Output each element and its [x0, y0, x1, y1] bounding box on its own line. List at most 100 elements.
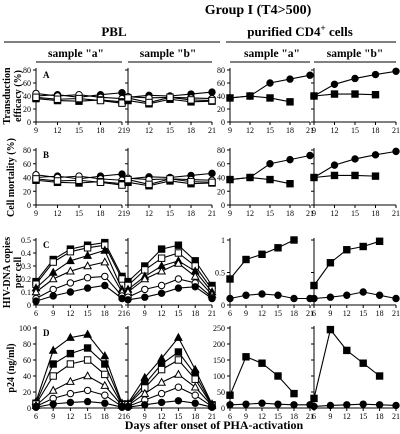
x-tick-label: 21	[392, 126, 400, 135]
data-point-open-triangle	[157, 377, 167, 386]
series-line-open-square	[127, 252, 213, 290]
panel-C-cd4-sample-b: 6 9 12 15 18 21	[310, 237, 400, 318]
series-line-filled-circle	[35, 401, 123, 408]
x-tick-label: 12	[145, 209, 153, 218]
x-tick-label: 12	[331, 209, 339, 218]
data-point-open-triangle	[48, 274, 58, 283]
data-point-filled-square	[371, 172, 380, 180]
data-point-filled-circle	[174, 284, 183, 292]
x-tick-label: 21	[208, 209, 216, 218]
data-point-filled-square	[242, 353, 250, 361]
data-point-filled-circle	[375, 291, 384, 299]
y-axis-label-b: Cell mortality (%)	[6, 138, 17, 217]
y-tick-label: 40	[23, 174, 31, 183]
data-point-filled-square	[226, 94, 234, 102]
data-point-open-square	[75, 94, 83, 103]
x-tick-label: 21	[306, 209, 314, 218]
data-point-filled-square	[330, 171, 339, 180]
x-tick-label: 15	[266, 126, 274, 135]
x-tick-label: 12	[54, 126, 62, 135]
data-point-filled-circle	[32, 403, 40, 411]
cd4-sample-a-label: sample "a"	[244, 48, 300, 60]
x-tick-label: 21	[306, 309, 314, 318]
x-tick-label: 9	[312, 126, 316, 135]
data-point-filled-circle	[330, 80, 339, 89]
y-tick-label: 60	[23, 79, 31, 88]
data-point-filled-square	[359, 359, 367, 367]
data-point-filled-circle	[208, 169, 216, 178]
data-point-open-square	[124, 175, 132, 184]
x-tick-label: 21	[208, 309, 216, 318]
data-point-open-square	[66, 360, 75, 368]
data-point-filled-square	[274, 244, 282, 252]
data-point-filled-circle	[32, 297, 40, 305]
data-point-open-triangle	[157, 266, 167, 275]
y-tick-label: 0	[221, 201, 225, 210]
x-tick-label: 15	[359, 309, 367, 318]
data-point-filled-square	[330, 90, 339, 98]
data-point-filled-circle	[191, 399, 199, 407]
data-point-open-square	[118, 181, 126, 189]
y-tick-label: 0.2	[21, 275, 31, 284]
data-point-filled-circle	[66, 288, 75, 296]
x-tick-label: 18	[191, 309, 199, 318]
x-tick-label: 9	[328, 309, 332, 318]
data-point-filled-circle	[118, 294, 126, 303]
x-tick-label: 6	[126, 412, 130, 421]
data-point-open-triangle	[140, 274, 150, 283]
data-point-filled-circle	[124, 296, 132, 304]
panel-A-cd4-sample-b: 9 12 15 18 21	[310, 67, 400, 135]
series-line-filled-circle	[313, 403, 397, 407]
x-tick-label: 18	[372, 209, 380, 218]
x-tick-label: 9	[126, 209, 130, 218]
y-tick-label: 60	[217, 160, 225, 169]
x-tick-label: 12	[145, 126, 153, 135]
x-tick-label: 15	[174, 412, 182, 421]
x-tick-label: 6	[312, 412, 316, 421]
data-point-filled-circle	[157, 289, 166, 297]
x-tick-label: 18	[376, 412, 384, 421]
x-tick-label: 21	[306, 126, 314, 135]
series-line-filled-square	[229, 239, 295, 280]
x-tick-label: 18	[97, 126, 105, 135]
y-tick-label: 0.5	[21, 236, 31, 245]
y-tick-label: 150	[213, 356, 225, 365]
data-point-open-square	[32, 175, 40, 183]
row-labels: A Transductionefficacy (%) B Cell mortality…	[2, 67, 50, 393]
data-point-open-square	[53, 177, 62, 185]
data-point-open-circle	[83, 386, 92, 395]
x-tick-label: 18	[97, 209, 105, 218]
data-point-filled-circle	[371, 151, 380, 159]
y-tick-label: 80	[217, 146, 225, 155]
data-point-open-circle	[83, 274, 92, 282]
data-point-filled-circle	[392, 67, 400, 76]
y-axis-label-d: p24 (ng/ml)	[6, 343, 17, 392]
data-point-open-square	[83, 244, 92, 252]
x-tick-label: 9	[328, 412, 332, 421]
y-tick-label: 0	[27, 404, 31, 413]
x-tick-label: 15	[174, 309, 182, 318]
x-tick-label: 12	[258, 309, 266, 318]
series-line-filled-circle	[229, 402, 310, 406]
data-point-filled-square	[66, 349, 75, 358]
data-point-open-square	[187, 177, 195, 186]
data-point-filled-circle	[359, 288, 367, 296]
y-tick-label: 0	[221, 301, 225, 310]
data-point-open-circle	[174, 383, 183, 391]
data-point-filled-square	[371, 91, 380, 99]
data-point-filled-square	[49, 360, 57, 368]
data-point-filled-circle	[306, 71, 314, 79]
panel-B-cd4-sample-b: 9 12 15 18 21	[310, 147, 400, 218]
data-point-open-square	[66, 248, 75, 256]
data-point-filled-square	[351, 171, 359, 180]
data-point-filled-square	[226, 275, 234, 283]
data-point-open-circle	[174, 275, 183, 283]
data-point-filled-triangle	[100, 245, 110, 254]
data-point-filled-circle	[49, 400, 57, 408]
series-line-open-square	[35, 359, 123, 406]
data-point-open-triangle	[48, 385, 58, 394]
series-line-filled-square	[313, 93, 376, 97]
data-point-filled-circle	[359, 400, 367, 408]
panel-A-cd4-sample-a: 9 12 15 18 21 0 20 40 60 80	[217, 66, 314, 135]
data-point-filled-square	[286, 179, 294, 188]
